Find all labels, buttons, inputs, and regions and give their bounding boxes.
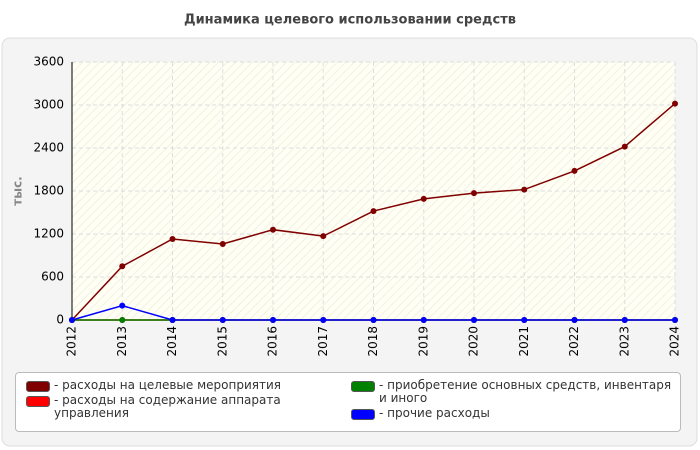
y-axis-label: тыс. — [11, 176, 25, 205]
point — [521, 317, 528, 323]
legend-label: - приобретение основных средств, инвента… — [379, 378, 672, 405]
point — [119, 263, 126, 270]
point — [370, 317, 377, 323]
point — [169, 236, 176, 243]
point — [471, 190, 477, 197]
point — [621, 143, 628, 150]
point — [270, 226, 276, 233]
legend-item: - расходы на целевые мероприятия — [26, 379, 351, 392]
point — [119, 302, 126, 309]
y-tick-label: 0 — [56, 313, 64, 327]
legend-item: - приобретение основных средств, инвента… — [351, 379, 676, 405]
x-tick-label: 2024 — [668, 326, 682, 357]
x-tick-label: 2014 — [165, 326, 179, 357]
x-tick-label: 2015 — [215, 326, 229, 357]
point — [69, 317, 75, 323]
y-tick-label: 600 — [41, 270, 64, 284]
legend-swatch — [351, 409, 375, 420]
x-tick-label: 2021 — [517, 326, 531, 357]
point — [571, 317, 578, 323]
legend-swatch — [26, 396, 50, 407]
legend-item: - расходы на содержание аппарата управле… — [26, 394, 351, 420]
legend-item: - прочие расходы — [351, 407, 676, 420]
point — [320, 233, 327, 240]
y-tick-label: 3000 — [33, 98, 64, 112]
x-tick-label: 2018 — [366, 326, 380, 357]
x-tick-label: 2022 — [567, 326, 581, 357]
point — [370, 208, 377, 215]
y-tick-label: 2400 — [33, 141, 64, 155]
y-tick-label: 1800 — [33, 184, 64, 198]
chart-title: Динамика целевого использовании средств — [184, 13, 516, 28]
x-tick-label: 2017 — [316, 326, 330, 357]
point — [169, 317, 176, 323]
point — [119, 317, 126, 323]
legend-swatch — [26, 381, 50, 392]
x-tick-label: 2016 — [266, 326, 280, 357]
y-tick-label: 3600 — [33, 55, 64, 69]
point — [420, 317, 427, 323]
point — [621, 317, 628, 323]
x-tick-label: 2013 — [115, 326, 129, 357]
point — [320, 317, 327, 323]
point — [672, 100, 678, 107]
x-tick-label: 2020 — [467, 326, 481, 357]
x-tick-label: 2019 — [416, 326, 430, 357]
point — [471, 317, 477, 323]
y-tick-label: 1200 — [33, 227, 64, 241]
legend-label: - расходы на целевые мероприятия — [54, 378, 281, 392]
point — [571, 167, 578, 174]
legend-label: - расходы на содержание аппарата управле… — [54, 393, 281, 420]
legend: - расходы на целевые мероприятия - расход… — [15, 372, 681, 432]
point — [420, 195, 427, 202]
x-tick-label: 2012 — [65, 326, 79, 357]
point — [219, 241, 226, 248]
legend-swatch — [351, 381, 375, 392]
point — [270, 317, 276, 323]
point — [521, 186, 528, 193]
point — [672, 317, 678, 323]
x-tick-label: 2023 — [617, 326, 631, 357]
legend-label: - прочие расходы — [379, 406, 490, 420]
point — [219, 317, 226, 323]
